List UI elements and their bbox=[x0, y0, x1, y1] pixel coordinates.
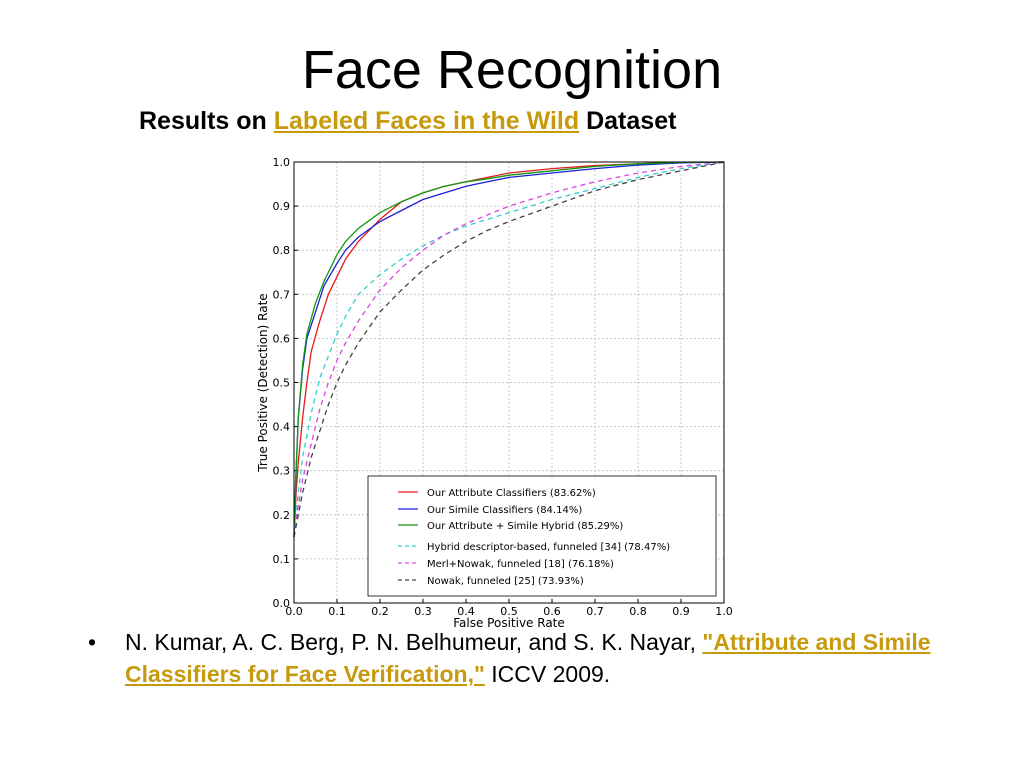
series-line-6 bbox=[293, 161, 725, 538]
citation-venue: ICCV 2009. bbox=[484, 661, 611, 687]
x-tick-label: 0.2 bbox=[371, 605, 389, 618]
y-tick-label: 0.2 bbox=[273, 509, 291, 522]
x-tick-label: 0.8 bbox=[629, 605, 647, 618]
series-line-5 bbox=[293, 161, 725, 537]
x-tick-label: 0.0 bbox=[285, 605, 303, 618]
citation-authors: N. Kumar, A. C. Berg, P. N. Belhumeur, a… bbox=[125, 629, 703, 655]
y-axis-label: True Positive (Detection) Rate bbox=[256, 293, 270, 472]
x-tick-label: 1.0 bbox=[715, 605, 733, 618]
y-tick-label: 1.0 bbox=[273, 156, 291, 169]
x-tick-label: 0.1 bbox=[328, 605, 346, 618]
x-tick-label: 0.7 bbox=[586, 605, 604, 618]
y-tick-label: 0.0 bbox=[273, 597, 291, 610]
y-tick-label: 0.5 bbox=[273, 377, 291, 390]
series-line-4 bbox=[293, 161, 725, 537]
dataset-link[interactable]: Labeled Faces in the Wild bbox=[273, 107, 580, 135]
x-tick-label: 0.9 bbox=[672, 605, 690, 618]
y-tick-label: 0.3 bbox=[273, 465, 291, 478]
y-tick-label: 0.4 bbox=[273, 421, 291, 434]
series-line-3 bbox=[293, 161, 725, 537]
roc-chart: 0.00.0 0.1 0.1 0.2 0.2 0.3 0.3 0.4 0.4 0.5 0.5 0.6 0… bbox=[256, 156, 733, 630]
slide-title: Face Recognition bbox=[301, 40, 723, 100]
legend-label-4: Hybrid descriptor-based, funneled [34] (… bbox=[427, 542, 670, 553]
x-tick-label: 0.3 bbox=[414, 605, 432, 618]
citation: N. Kumar, A. C. Berg, P. N. Belhumeur, a… bbox=[125, 626, 955, 690]
legend-label-3: Our Attribute + Simile Hybrid (85.29%) bbox=[427, 521, 623, 532]
x-tick-label: 0.4 bbox=[457, 605, 475, 618]
bullet-marker: • bbox=[88, 629, 97, 655]
series-line-1 bbox=[293, 161, 725, 537]
legend-box bbox=[367, 475, 717, 597]
legend-label-6: Nowak, funneled [25] (73.93%) bbox=[427, 576, 584, 587]
legend-label-5: Merl+Nowak, funneled [18] (76.18%) bbox=[427, 559, 614, 570]
slide-subtitle: Results on Labeled Faces in the Wild Dat… bbox=[139, 104, 676, 138]
x-tick-label: 0.6 bbox=[543, 605, 561, 618]
x-tick-label: 0.5 bbox=[500, 605, 518, 618]
y-tick-label: 0.7 bbox=[273, 288, 291, 301]
y-tick-label: 0.9 bbox=[273, 200, 291, 213]
legend-label-1: Our Attribute Classifiers (83.62%) bbox=[427, 488, 596, 499]
y-tick-label: 0.8 bbox=[273, 244, 291, 257]
subtitle-suffix: Dataset bbox=[579, 107, 677, 135]
y-tick-label: 0.6 bbox=[273, 332, 291, 345]
plot-frame bbox=[293, 161, 725, 604]
x-axis-label: False Positive Rate bbox=[453, 616, 565, 630]
legend-label-2: Our Simile Classifiers (84.14%) bbox=[427, 505, 582, 516]
paper-link[interactable]: "Attribute and Simile Classifiers for Fa… bbox=[125, 629, 931, 687]
subtitle-prefix: Results on bbox=[139, 107, 274, 135]
y-tick-label: 0.1 bbox=[273, 553, 291, 566]
